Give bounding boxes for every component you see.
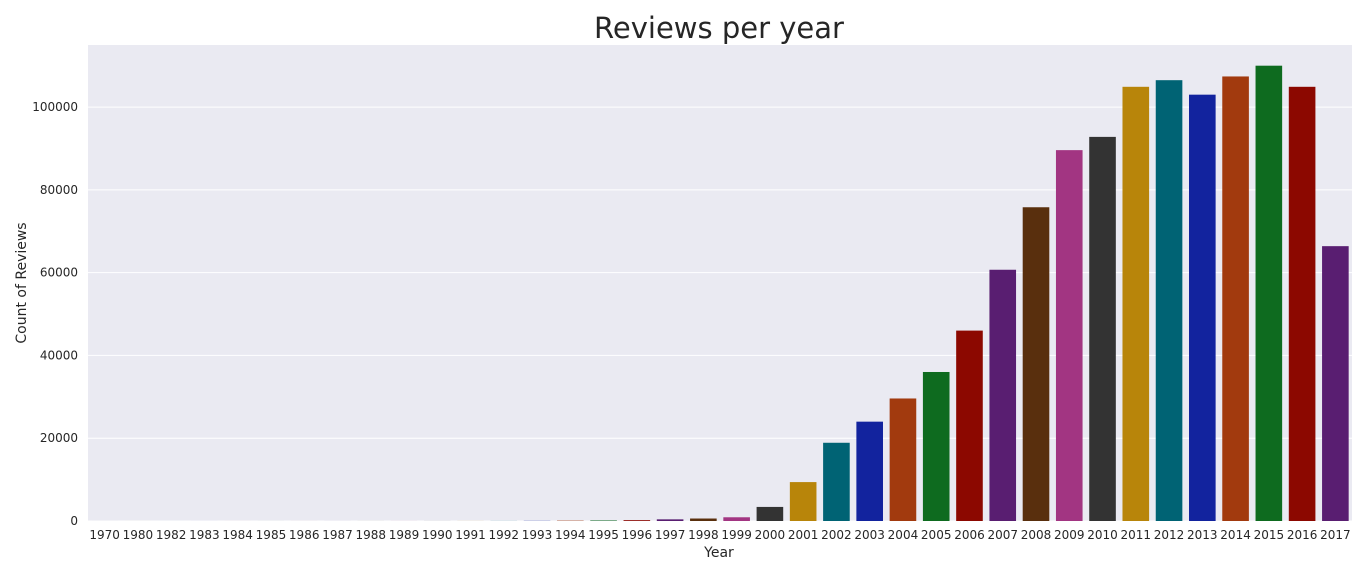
x-tick-label: 1987	[322, 528, 353, 542]
x-tick-label: 1989	[389, 528, 420, 542]
bar-2000	[756, 506, 784, 521]
x-tick-label: 2017	[1320, 528, 1351, 542]
x-tick-label: 1995	[588, 528, 619, 542]
y-tick-labels: 0 20000 40000 60000 80000 100000	[32, 100, 78, 528]
bars	[91, 65, 1349, 522]
bar-2012	[1155, 80, 1183, 521]
x-tick-label: 1990	[422, 528, 453, 542]
x-tick-label: 2003	[854, 528, 885, 542]
bar-2008	[1022, 207, 1050, 521]
bar-2006	[956, 330, 983, 521]
bar-2002	[823, 442, 850, 521]
y-tick-label: 100000	[32, 100, 78, 114]
bar-2013	[1189, 94, 1216, 522]
y-tick-label: 80000	[40, 183, 78, 197]
x-tick-labels: 1970 1980 1982 1983 1984 1985 1986 1987 1988 1989…	[89, 528, 1350, 542]
x-tick-label: 2006	[954, 528, 985, 542]
x-tick-label: 2001	[788, 528, 819, 542]
chart-title: Reviews per year	[594, 11, 844, 45]
bar-2007	[989, 269, 1017, 521]
x-tick-label: 2007	[987, 528, 1018, 542]
x-tick-label: 1988	[355, 528, 386, 542]
x-tick-label: 1992	[489, 528, 520, 542]
y-tick-label: 60000	[40, 266, 78, 280]
x-tick-label: 2011	[1121, 528, 1152, 542]
x-tick-label: 2004	[888, 528, 919, 542]
bar-2005	[922, 371, 950, 521]
x-tick-label: 2013	[1187, 528, 1218, 542]
bar-1997	[656, 519, 684, 521]
x-tick-label: 2009	[1054, 528, 1085, 542]
x-tick-label: 1985	[256, 528, 287, 542]
bar-2009	[1055, 150, 1083, 521]
x-tick-label: 2010	[1087, 528, 1118, 542]
bar-2003	[856, 421, 883, 521]
bar-2017	[1322, 246, 1349, 521]
x-tick-label: 1993	[522, 528, 553, 542]
x-tick-label: 1991	[455, 528, 486, 542]
x-tick-label: 1994	[555, 528, 586, 542]
x-tick-label: 1980	[123, 528, 154, 542]
x-tick-label: 2000	[755, 528, 786, 542]
x-tick-label: 1983	[189, 528, 220, 542]
x-tick-label: 1997	[655, 528, 686, 542]
bar-2010	[1089, 136, 1116, 521]
y-axis-label: Count of Reviews	[14, 222, 30, 343]
bar-1996	[623, 520, 651, 521]
y-tick-label: 40000	[40, 348, 78, 362]
bar-2014	[1222, 76, 1249, 521]
x-tick-label: 2015	[1254, 528, 1285, 542]
x-tick-label: 1970	[89, 528, 120, 542]
x-tick-label: 1984	[222, 528, 253, 542]
bar-2001	[789, 482, 817, 521]
x-tick-label: 2016	[1287, 528, 1318, 542]
x-tick-label: 1982	[156, 528, 187, 542]
x-tick-label: 1986	[289, 528, 320, 542]
bar-2004	[889, 398, 917, 521]
x-tick-label: 1999	[721, 528, 752, 542]
bar-2016	[1288, 86, 1316, 522]
x-axis-label: Year	[703, 545, 734, 561]
y-tick-label: 0	[70, 514, 78, 528]
bar-2015	[1255, 65, 1283, 522]
x-tick-label: 1998	[688, 528, 719, 542]
bar-1999	[723, 517, 750, 521]
bar-2011	[1122, 86, 1150, 522]
y-tick-label: 20000	[40, 431, 78, 445]
x-tick-label: 2014	[1220, 528, 1251, 542]
x-tick-label: 2012	[1154, 528, 1185, 542]
bar-1998	[690, 518, 717, 521]
x-tick-label: 2002	[821, 528, 852, 542]
x-tick-label: 2005	[921, 528, 952, 542]
x-tick-label: 2008	[1021, 528, 1052, 542]
x-tick-label: 1996	[622, 528, 653, 542]
